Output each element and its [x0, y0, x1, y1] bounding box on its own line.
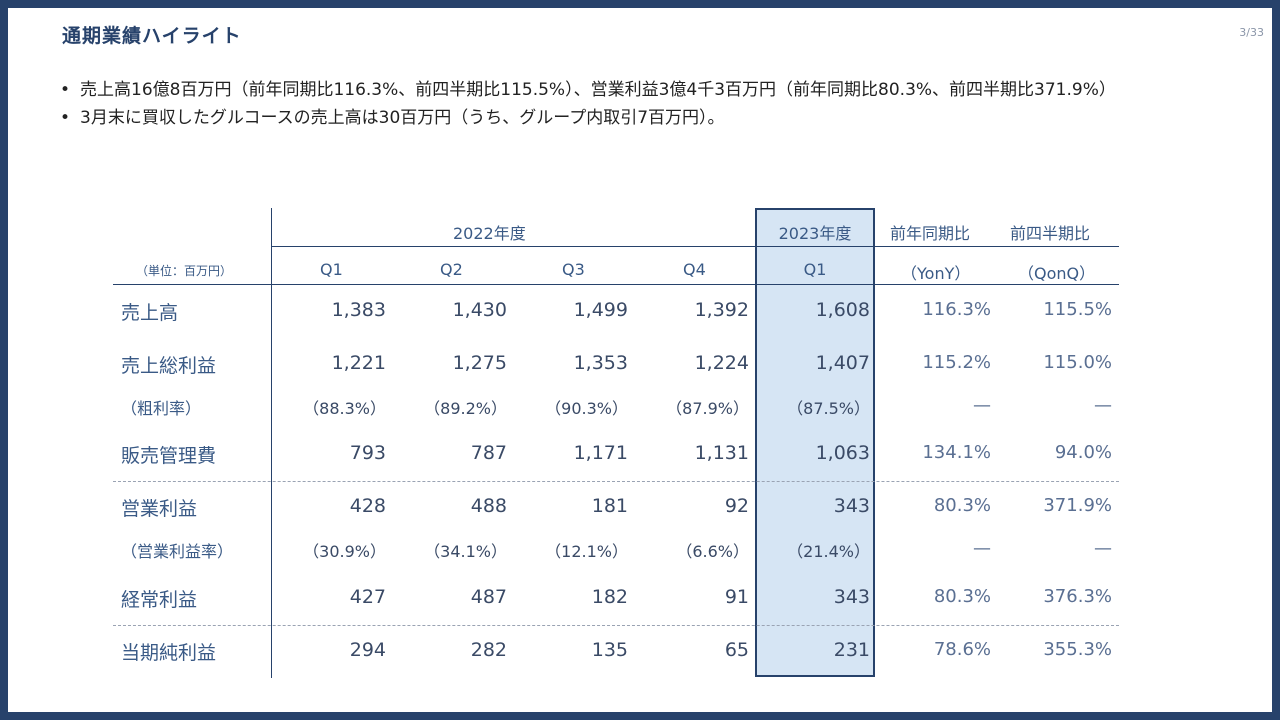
group-underline-2023 [755, 246, 875, 247]
table-cell: （21.4%） [787, 542, 870, 561]
table-cell: 1,221 [331, 352, 386, 374]
table-cell: 355.3% [1043, 639, 1112, 660]
table-cell: 115.2% [922, 352, 991, 373]
table-cell: 1,407 [815, 352, 870, 374]
table-cell: 427 [349, 586, 386, 608]
table-cell: （88.3%） [303, 399, 386, 418]
table-cell: 1,608 [815, 299, 870, 321]
table-cell: 294 [349, 639, 386, 661]
table-cell: 488 [470, 495, 507, 517]
row-label: （粗利率） [121, 399, 202, 418]
column-header: （QonQ） [1018, 264, 1096, 283]
row-label: 当期純利益 [121, 642, 217, 664]
table-cell: （6.6%） [676, 542, 749, 561]
bullet-mark: • [60, 80, 71, 100]
group-header-fy2023: 2023年度 [778, 224, 852, 243]
highlight-bullets: • 売上高16億8百万円（前年同期比116.3%、前四半期比115.5%）、営業利… [60, 79, 1210, 135]
table-cell: 487 [470, 586, 507, 608]
column-header: Q2 [440, 260, 463, 279]
table-cell: 1,499 [573, 299, 628, 321]
group-underline-ratio [875, 246, 1119, 247]
table-cell: 1,392 [694, 299, 749, 321]
table-cell: 134.1% [922, 442, 991, 463]
table-cell: 80.3% [933, 586, 991, 607]
table-cell: 115.5% [1043, 299, 1112, 320]
bullet-item: • 3月末に買収したグルコースの売上高は30百万円（うち、グループ内取引7百万円）… [60, 107, 1210, 129]
dashed-rule [113, 625, 1119, 626]
table-cell: （87.9%） [666, 399, 749, 418]
table-cell: 1,383 [331, 299, 386, 321]
table-cell: 1,131 [694, 442, 749, 464]
table-cell: — [973, 395, 991, 416]
row-label: （営業利益率） [121, 542, 234, 561]
table-cell: 65 [724, 639, 749, 661]
header-rule [113, 284, 1119, 285]
row-label: 売上高 [121, 302, 179, 324]
table-cell: （12.1%） [545, 542, 628, 561]
table-cell: 182 [591, 586, 628, 608]
column-header: Q1 [803, 260, 827, 279]
table-cell: 231 [833, 639, 870, 661]
results-table: 2022年度 2023年度 前年同期比 前四半期比 （単位：百万円） Q1 Q2… [8, 8, 1280, 720]
table-cell: 282 [470, 639, 507, 661]
row-label: 販売管理費 [121, 445, 217, 467]
column-header: （YonY） [901, 264, 971, 283]
bullet-mark: • [60, 108, 71, 128]
table-cell: 80.3% [933, 495, 991, 516]
bullet-text: 3月末に買収したグルコースの売上高は30百万円（うち、グループ内取引7百万円）。 [80, 108, 725, 128]
page-title: 通期業績ハイライト [62, 25, 242, 47]
table-cell: 181 [591, 495, 628, 517]
row-label: 経常利益 [121, 589, 198, 611]
table-cell: 1,353 [573, 352, 628, 374]
table-cell: — [973, 538, 991, 559]
table-cell: 428 [349, 495, 386, 517]
group-header-yony: 前年同期比 [890, 224, 971, 243]
column-header: Q1 [320, 260, 343, 279]
group-underline-2022 [271, 246, 756, 247]
page-number: 3/33 [1239, 26, 1264, 39]
table-cell: 94.0% [1054, 442, 1112, 463]
table-cell: （34.1%） [424, 542, 507, 561]
table-cell: 376.3% [1043, 586, 1112, 607]
unit-label: （単位：百万円） [136, 264, 233, 278]
column-header: Q3 [562, 260, 585, 279]
table-cell: 1,171 [573, 442, 628, 464]
table-cell: 78.6% [933, 639, 991, 660]
row-label: 営業利益 [121, 498, 198, 520]
table-cell: 1,430 [452, 299, 507, 321]
group-header-fy2022: 2022年度 [453, 224, 526, 243]
row-label: 売上総利益 [121, 355, 217, 377]
table-divider-vertical [271, 208, 272, 678]
table-cell: — [1094, 395, 1112, 416]
table-cell: 343 [833, 495, 870, 517]
table-cell: 1,224 [694, 352, 749, 374]
table-cell: 1,275 [452, 352, 507, 374]
table-cell: 135 [591, 639, 628, 661]
table-cell: 1,063 [815, 442, 870, 464]
table-cell: 787 [470, 442, 507, 464]
group-header-qonq: 前四半期比 [1010, 224, 1091, 243]
column-header: Q4 [683, 260, 706, 279]
fy2023-highlight [755, 208, 875, 677]
bullet-text: 売上高16億8百万円（前年同期比116.3%、前四半期比115.5%）、営業利益… [80, 80, 1116, 100]
table-cell: 343 [833, 586, 870, 608]
table-cell: 91 [724, 586, 749, 608]
table-cell: （89.2%） [424, 399, 507, 418]
bullet-item: • 売上高16億8百万円（前年同期比116.3%、前四半期比115.5%）、営業利… [60, 79, 1210, 101]
table-cell: 92 [724, 495, 749, 517]
table-cell: — [1094, 538, 1112, 559]
table-cell: 115.0% [1043, 352, 1112, 373]
table-cell: 371.9% [1043, 495, 1112, 516]
table-cell: （90.3%） [545, 399, 628, 418]
table-cell: 116.3% [922, 299, 991, 320]
table-cell: （87.5%） [787, 399, 870, 418]
table-cell: 793 [349, 442, 386, 464]
dashed-rule [113, 481, 1119, 482]
table-cell: （30.9%） [303, 542, 386, 561]
